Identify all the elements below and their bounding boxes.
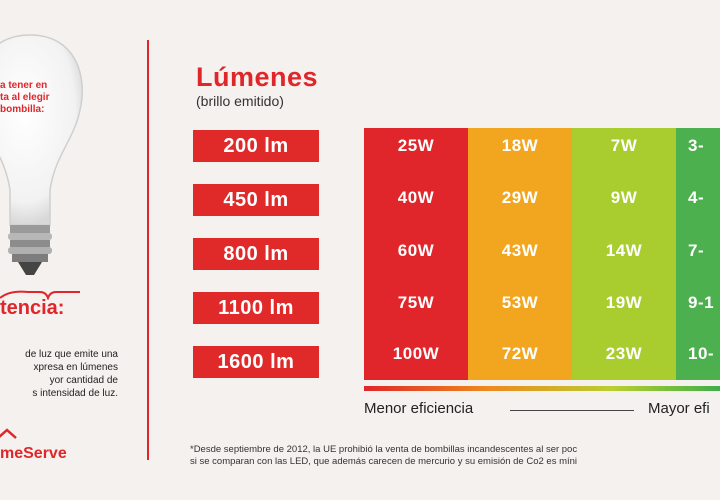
lumens-level: 1600 lm bbox=[193, 346, 319, 378]
wattage-cell: 4- bbox=[688, 188, 705, 207]
wattage-cell: 18W bbox=[501, 136, 539, 155]
efficiency-arrow-line bbox=[510, 410, 634, 411]
footnote-line: si se comparan con las LED, que además c… bbox=[190, 456, 578, 467]
left-description: de luz que emite una xpresa en lúmenes y… bbox=[0, 348, 118, 400]
left-panel: a tener en ta al elegir bombilla: tencia… bbox=[0, 0, 148, 500]
wattage-column-incandescent: 25W 40W 60W 75W 100W bbox=[364, 128, 468, 380]
wattage-cell: 3- bbox=[688, 136, 705, 155]
wattage-column-led: 3- 4- 7- 9-1 10- bbox=[676, 128, 720, 380]
wattage-cell: 7W bbox=[610, 136, 638, 155]
description-line: s intensidad de luz. bbox=[32, 388, 118, 399]
footnote-line: *Desde septiembre de 2012, la UE prohibi… bbox=[190, 444, 578, 455]
light-bulb-icon bbox=[0, 34, 83, 275]
bulb-caption: a tener en ta al elegir bombilla: bbox=[0, 80, 60, 116]
vertical-divider bbox=[147, 40, 149, 460]
wattage-cell: 43W bbox=[501, 241, 539, 260]
wattage-cell: 23W bbox=[605, 344, 643, 363]
high-efficiency-label: Mayor efi bbox=[648, 400, 710, 417]
bulb-caption-line: ta al elegir bbox=[0, 92, 50, 103]
bulb-caption-line: a tener en bbox=[0, 80, 48, 91]
wattage-cell: 75W bbox=[397, 293, 435, 312]
wattage-cell: 7- bbox=[688, 241, 705, 260]
wattage-cell: 14W bbox=[605, 241, 643, 260]
description-line: yor cantidad de bbox=[49, 375, 118, 386]
efficiency-gradient-bar bbox=[364, 386, 720, 391]
description-line: xpresa en lúmenes bbox=[33, 362, 119, 373]
curly-brace-icon bbox=[0, 290, 80, 300]
wattage-cell: 10- bbox=[688, 344, 715, 363]
wattage-cell: 40W bbox=[397, 188, 435, 207]
lumens-level: 800 lm bbox=[193, 238, 319, 270]
wattage-cell: 9W bbox=[610, 188, 638, 207]
wattage-cell: 29W bbox=[501, 188, 539, 207]
wattage-cell: 25W bbox=[397, 136, 435, 155]
footnote: *Desde septiembre de 2012, la UE prohibi… bbox=[190, 444, 720, 468]
house-logo-icon bbox=[0, 428, 17, 439]
wattage-cell: 100W bbox=[392, 344, 440, 363]
lumens-subtitle: (brillo emitido) bbox=[196, 93, 284, 109]
wattage-cell: 19W bbox=[605, 293, 643, 312]
description-line: de luz que emite una bbox=[25, 349, 118, 360]
wattage-cell: 9-1 bbox=[688, 293, 715, 312]
bulb-caption-line: bombilla: bbox=[0, 104, 45, 115]
wattage-column-cfl: 7W 9W 14W 19W 23W bbox=[572, 128, 676, 380]
lumens-level: 200 lm bbox=[193, 130, 319, 162]
lumens-level: 1100 lm bbox=[193, 292, 319, 324]
wattage-column-halogen: 18W 29W 43W 53W 72W bbox=[468, 128, 572, 380]
low-efficiency-label: Menor eficiencia bbox=[364, 400, 474, 417]
wattage-cell: 72W bbox=[501, 344, 539, 363]
wattage-cell: 53W bbox=[501, 293, 539, 312]
wattage-cell: 60W bbox=[397, 241, 435, 260]
wattage-table: 25W 40W 60W 75W 100W 18W 29W 43W 53W 72W… bbox=[364, 128, 720, 380]
brand-logo: meServe bbox=[0, 445, 67, 462]
lumens-title: Lúmenes bbox=[196, 62, 319, 92]
lumens-level: 450 lm bbox=[193, 184, 319, 216]
left-heading: tencia: bbox=[0, 297, 65, 319]
